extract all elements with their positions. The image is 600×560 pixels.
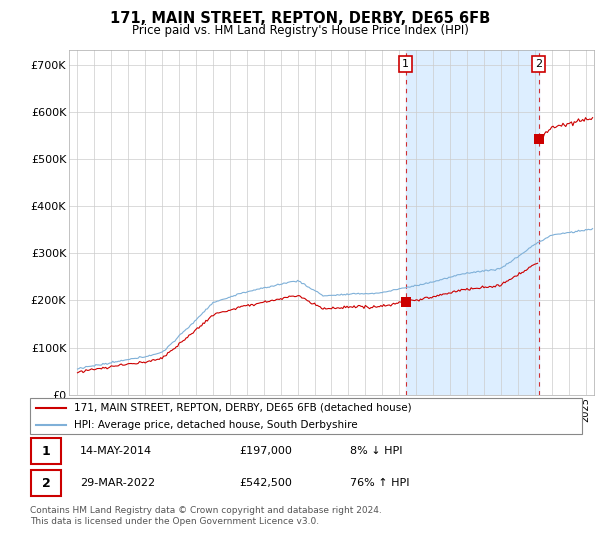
- Text: 8% ↓ HPI: 8% ↓ HPI: [350, 446, 403, 456]
- Text: 171, MAIN STREET, REPTON, DERBY, DE65 6FB: 171, MAIN STREET, REPTON, DERBY, DE65 6F…: [110, 11, 490, 26]
- Text: 171, MAIN STREET, REPTON, DERBY, DE65 6FB (detached house): 171, MAIN STREET, REPTON, DERBY, DE65 6F…: [74, 403, 412, 413]
- Bar: [31, 438, 61, 464]
- Text: 1: 1: [402, 59, 409, 69]
- Text: 2: 2: [42, 477, 50, 490]
- Text: HPI: Average price, detached house, South Derbyshire: HPI: Average price, detached house, Sout…: [74, 420, 358, 430]
- Text: 14-MAY-2014: 14-MAY-2014: [80, 446, 152, 456]
- Text: Price paid vs. HM Land Registry's House Price Index (HPI): Price paid vs. HM Land Registry's House …: [131, 24, 469, 36]
- Text: £542,500: £542,500: [240, 478, 293, 488]
- Text: 2: 2: [535, 59, 542, 69]
- Bar: [406, 50, 539, 395]
- Text: 29-MAR-2022: 29-MAR-2022: [80, 478, 155, 488]
- Text: 76% ↑ HPI: 76% ↑ HPI: [350, 478, 410, 488]
- Text: £197,000: £197,000: [240, 446, 293, 456]
- Text: Contains HM Land Registry data © Crown copyright and database right 2024.
This d: Contains HM Land Registry data © Crown c…: [30, 506, 382, 526]
- Text: 1: 1: [42, 445, 50, 458]
- Bar: [31, 470, 61, 496]
